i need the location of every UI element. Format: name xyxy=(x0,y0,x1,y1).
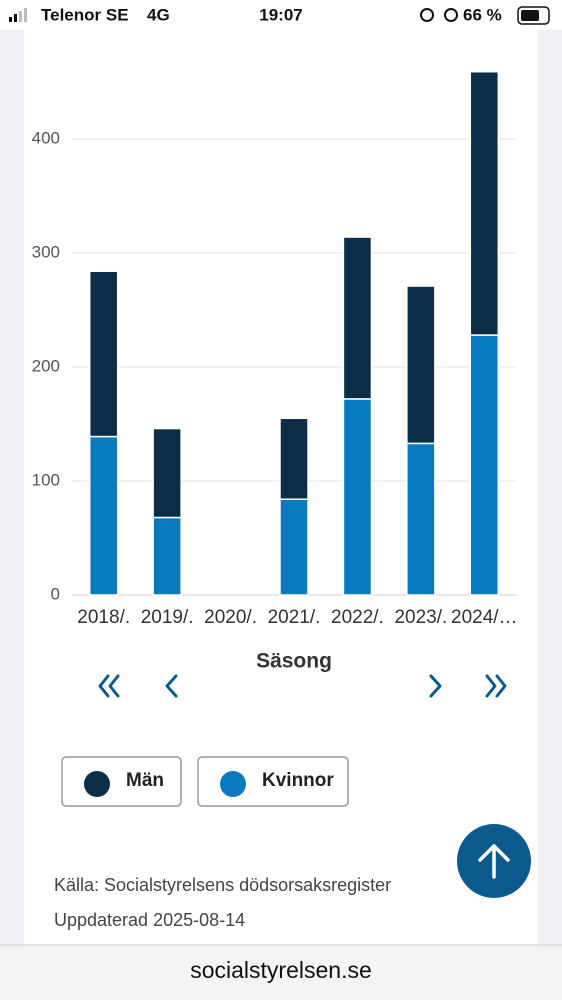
signal-bar xyxy=(9,17,12,22)
carrier: Telenor SE xyxy=(41,5,129,24)
x-axis-label: Säsong xyxy=(256,650,332,673)
status-bar xyxy=(0,0,562,30)
x-tick-label: 2019/. xyxy=(141,607,194,628)
bar-segment xyxy=(88,270,119,438)
x-tick-label: 2021/. xyxy=(268,607,321,628)
bar-segment xyxy=(152,516,182,596)
legend-label: Kvinnor xyxy=(262,770,334,791)
arrow-up-icon xyxy=(478,844,510,879)
bar-segment xyxy=(406,285,436,445)
y-tick-label: 300 xyxy=(32,242,60,261)
previous-page-button[interactable] xyxy=(165,674,178,698)
bar-segment xyxy=(279,498,309,596)
alarm-icon xyxy=(444,8,458,22)
last-page-button[interactable] xyxy=(485,674,507,698)
x-tick-label: 2024/… xyxy=(451,607,518,628)
lock-icon xyxy=(420,8,434,22)
bar-segment xyxy=(342,398,373,596)
y-tick-label: 0 xyxy=(51,584,60,603)
legend-swatch xyxy=(84,771,110,797)
network: 4G xyxy=(147,5,170,24)
battery-icon xyxy=(517,6,550,25)
battery-fill xyxy=(521,10,539,21)
y-tick-label: 200 xyxy=(32,356,60,375)
x-tick-label: 2023/. xyxy=(394,607,447,628)
x-tick-label: 2022/. xyxy=(331,607,384,628)
first-page-button[interactable] xyxy=(98,674,120,698)
y-tick-label: 100 xyxy=(32,470,60,489)
legend-swatch xyxy=(220,771,246,797)
x-tick-label: 2018/. xyxy=(77,607,130,628)
signal-bar xyxy=(19,11,22,22)
bar-segment xyxy=(406,442,436,596)
next-page-button[interactable] xyxy=(429,674,442,698)
battery-level: 66 % xyxy=(463,5,502,24)
bar-segment xyxy=(152,427,182,519)
bar-segment xyxy=(279,417,309,500)
y-tick-label: 400 xyxy=(32,128,60,147)
updated: Uppdaterad 2025-08-14 xyxy=(54,910,245,930)
address-bar xyxy=(0,945,562,1000)
url[interactable]: socialstyrelsen.se xyxy=(190,957,372,983)
signal-bar xyxy=(14,14,17,22)
legend-label: Män xyxy=(126,770,164,791)
bar-segment xyxy=(342,236,373,400)
signal-bar xyxy=(24,8,27,22)
bar-segment xyxy=(469,334,500,596)
x-tick-label: 2020/. xyxy=(204,607,257,628)
bar-segment xyxy=(88,435,119,596)
legend: Män Kvinnor xyxy=(61,756,349,807)
signal-icon xyxy=(9,8,27,22)
source: Källa: Socialstyrelsens dödsorsaksregist… xyxy=(54,875,391,895)
bar-segment xyxy=(469,70,500,336)
time: 19:07 xyxy=(259,5,302,24)
chart: 01002003004005002018/.2019/.2020/.2021/.… xyxy=(32,14,518,628)
